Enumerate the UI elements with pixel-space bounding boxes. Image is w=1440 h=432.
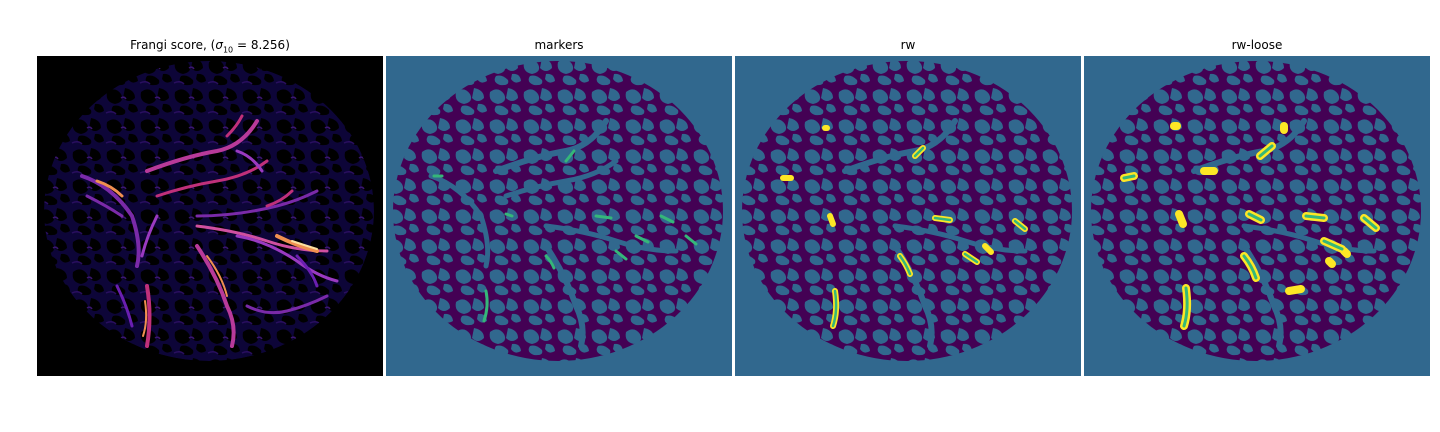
rw-loose-texture (1091, 61, 1421, 361)
rw-segments (780, 125, 1028, 329)
markers-panel-title: markers (534, 38, 584, 52)
rw-image (735, 56, 1081, 376)
frangi-score-svg (37, 56, 383, 376)
rw-loose-image (1084, 56, 1430, 376)
frangi-title-sigma: σ (215, 38, 223, 52)
rw-loose-panel-title: rw-loose (1231, 38, 1283, 52)
frangi-score-image (37, 56, 383, 376)
rw-texture (742, 61, 1072, 361)
frangi-panel-title: Frangi score, (σ10 = 8.256) (37, 38, 383, 57)
frangi-title-value: = 8.256) (233, 38, 290, 52)
frangi-title-text: Frangi score, ( (130, 38, 216, 52)
rw-svg (735, 56, 1081, 376)
frangi-texture (44, 61, 374, 361)
rw-loose-svg (1084, 56, 1430, 376)
markers-svg (386, 56, 732, 376)
frangi-vessels (80, 114, 339, 348)
markers-image (386, 56, 732, 376)
frangi-title-subscript: 10 (222, 45, 234, 55)
markers-texture (393, 61, 723, 361)
rw-panel-title: rw (900, 38, 916, 52)
markers-vessel-channels (428, 118, 679, 349)
markers-seeds (432, 149, 698, 323)
rw-loose-segments (1120, 122, 1380, 330)
